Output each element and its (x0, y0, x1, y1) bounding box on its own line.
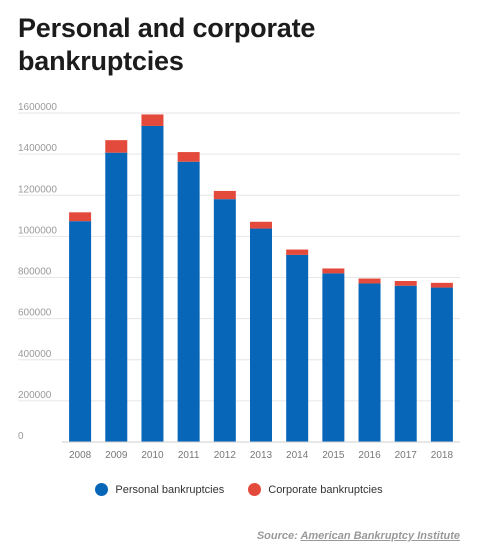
bar-chart: 0 200000 400000 600000 800000 1000000 1200000 1… (18, 102, 460, 461)
y-tick-label: 1000000 (18, 225, 57, 236)
bars (69, 114, 453, 443)
bar-corporate-2013 (250, 221, 272, 229)
legend-label-corporate: Corporate bankruptcies (268, 483, 383, 496)
x-tick-label: 2014 (286, 450, 309, 461)
y-axis-tick-labels: 0 200000 400000 600000 800000 1000000 1200000 1… (18, 102, 57, 442)
bar-corporate-2012 (213, 190, 236, 200)
bar-personal-2008 (69, 221, 92, 442)
bar-personal-2011 (177, 161, 200, 442)
x-tick-label: 2010 (141, 450, 164, 461)
x-axis-tick-labels: 2008 2009 2010 2011 2012 2013 2014 2015 2016 2017… (69, 450, 454, 461)
bar-corporate-2016 (358, 278, 381, 284)
y-tick-label: 200000 (18, 390, 52, 401)
bar-personal-2017 (394, 285, 417, 442)
y-tick-label: 0 (18, 431, 24, 442)
bar-corporate-2011 (177, 152, 200, 162)
legend-item-corporate: Corporate bankruptcies (248, 483, 383, 496)
bar-corporate-2017 (394, 280, 417, 286)
y-tick-label: 400000 (18, 349, 52, 360)
legend-label-personal: Personal bankruptcies (115, 483, 225, 496)
bar-corporate-2010 (141, 114, 164, 126)
y-tick-label: 1600000 (18, 102, 57, 113)
bar-personal-2015 (322, 273, 345, 442)
bar-personal-2010 (141, 125, 164, 442)
chart-title: Personal and corporate bankruptcies (18, 13, 316, 76)
x-tick-label: 2015 (322, 450, 345, 461)
y-tick-label: 800000 (18, 267, 52, 278)
y-tick-label: 600000 (18, 308, 52, 319)
legend: Personal bankruptcies Corporate bankrupt… (0, 483, 478, 496)
bar-personal-2013 (250, 228, 272, 442)
bar-personal-2016 (358, 283, 381, 442)
bar-corporate-2015 (322, 268, 345, 274)
bar-corporate-2009 (105, 140, 128, 153)
x-tick-label: 2009 (105, 450, 128, 461)
x-tick-label: 2008 (69, 450, 92, 461)
legend-swatch-corporate (248, 483, 262, 496)
bar-personal-2018 (430, 287, 453, 442)
bar-corporate-2014 (286, 249, 309, 255)
source-prefix: Source: (256, 530, 301, 542)
source-note: Source: American Bankruptcy Institute (257, 530, 460, 542)
bar-corporate-2008 (69, 212, 92, 222)
x-tick-label: 2011 (178, 450, 200, 461)
x-tick-label: 2018 (431, 450, 454, 461)
bar-personal-2014 (286, 254, 309, 442)
legend-swatch-personal (95, 483, 109, 496)
x-tick-label: 2016 (358, 450, 381, 461)
legend-item-personal: Personal bankruptcies (95, 483, 224, 496)
x-tick-label: 2012 (214, 450, 237, 461)
x-tick-label: 2017 (395, 450, 418, 461)
y-tick-label: 1200000 (18, 184, 57, 195)
gridlines (18, 112, 460, 402)
bar-personal-2012 (213, 199, 236, 442)
source-link[interactable]: American Bankruptcy Institute (300, 530, 460, 542)
bar-corporate-2018 (430, 282, 453, 288)
y-tick-label: 1400000 (18, 143, 57, 154)
x-tick-label: 2013 (250, 450, 273, 461)
bar-personal-2009 (105, 152, 128, 443)
